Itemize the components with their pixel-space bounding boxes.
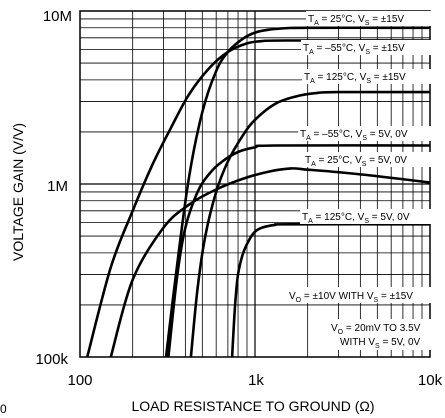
x-tick-label-1k: 1k — [248, 372, 264, 389]
svg-text:TA = 25°C, VS = ±15V: TA = 25°C, VS = ±15V — [308, 14, 404, 27]
note-vo-10v: VO = ±10V WITH VS = ±15V — [287, 287, 431, 304]
y-tick-label-1M: 1M — [47, 178, 68, 195]
grid-lines — [80, 11, 430, 357]
legend-label-25c-5v: TA = 25°C, VS = 5V, 0V — [303, 152, 431, 168]
x-tick-label-10k: 10k — [418, 372, 443, 389]
y-tick-label-100k: 100k — [35, 351, 68, 368]
series-line-3 — [189, 90, 431, 358]
svg-text:VO = 20mV TO 3.5V: VO = 20mV TO 3.5V — [331, 323, 421, 336]
legend-label-125c-5v: TA = 125°C, VS = 5V, 0V — [300, 209, 431, 225]
svg-text:TA = 125°C, VS = ±15V: TA = 125°C, VS = ±15V — [304, 72, 406, 85]
legend-label-125c-15v: TA = 125°C, VS = ±15V — [302, 69, 431, 85]
y-axis-title: VOLTAGE GAIN (V/V) — [10, 123, 26, 261]
stray-mark: 0 — [0, 402, 7, 416]
series-line-2 — [85, 39, 431, 358]
x-axis-title: LOAD RESISTANCE TO GROUND (Ω) — [131, 398, 374, 414]
svg-text:TA = –55°C, VS = 5V, 0V: TA = –55°C, VS = 5V, 0V — [300, 129, 408, 142]
svg-text:TA = 25°C, VS = 5V, 0V: TA = 25°C, VS = 5V, 0V — [305, 155, 407, 168]
series-line-5 — [109, 167, 431, 358]
svg-text:WITH VS = 5V, 0V: WITH VS = 5V, 0V — [340, 337, 421, 350]
x-tick-label-100: 100 — [67, 372, 92, 389]
series-line-4 — [167, 144, 431, 358]
svg-text:TA = 125°C, VS = 5V, 0V: TA = 125°C, VS = 5V, 0V — [302, 212, 410, 225]
svg-text:TA = –55°C, VS = ±15V: TA = –55°C, VS = ±15V — [303, 43, 405, 56]
plot-frame — [79, 10, 431, 358]
legend-label-minus55c-5v: TA = –55°C, VS = 5V, 0V — [298, 126, 431, 142]
y-tick-label-10M: 10M — [43, 8, 72, 25]
legend-label-25c-15v: TA = 25°C, VS = ±15V — [306, 11, 431, 27]
note-vo-20mv: VO = 20mV TO 3.5V WITH VS = 5V, 0V — [326, 319, 431, 350]
series-line-1 — [164, 26, 431, 358]
svg-text:VO = ±10V WITH VS = ±15V: VO = ±10V WITH VS = ±15V — [289, 291, 413, 304]
data-series — [85, 26, 431, 358]
legend-label-minus55c-15v: TA = –55°C, VS = ±15V — [301, 40, 431, 56]
series-line-6 — [230, 222, 431, 358]
